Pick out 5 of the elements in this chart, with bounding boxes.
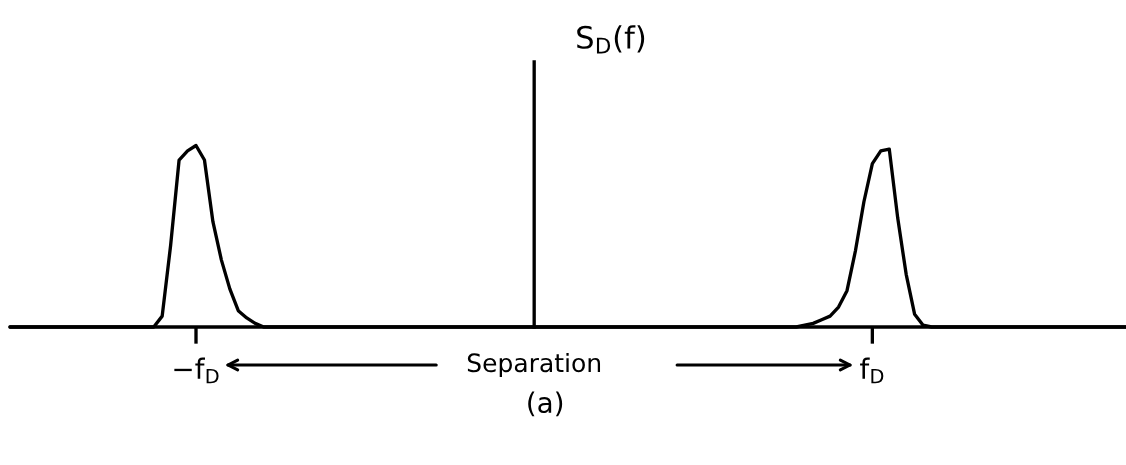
x-tick-label: f$_{D}$	[860, 357, 884, 384]
text: (a)	[528, 391, 563, 417]
text: Separation	[467, 352, 601, 378]
x-tick-label: −f$_{D}$	[174, 357, 219, 384]
y-axis-title: S$_{D}$(f)	[577, 25, 645, 54]
